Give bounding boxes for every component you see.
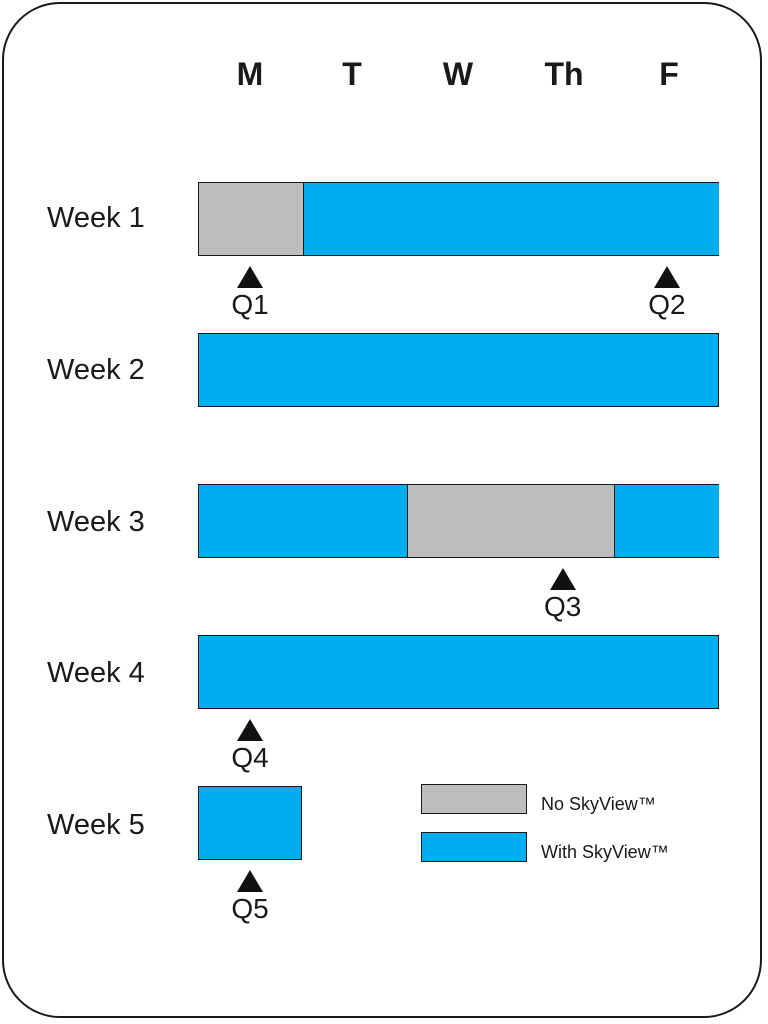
week-label-3: Week 3 <box>47 506 145 538</box>
week-1-segment-no-skyview <box>199 183 303 255</box>
week-1-segment-with-skyview <box>302 183 719 255</box>
question-label: Q4 <box>231 742 269 773</box>
week-label-4: Week 4 <box>47 657 145 689</box>
question-marker-q4: Q4 <box>220 719 280 773</box>
question-label: Q5 <box>231 893 269 924</box>
triangle-marker-icon <box>653 266 680 288</box>
week-label-2: Week 2 <box>47 354 145 386</box>
question-marker-q3: Q3 <box>533 568 593 622</box>
question-label: Q1 <box>231 289 269 320</box>
triangle-marker-icon <box>237 266 264 288</box>
day-header-thursday: Th <box>544 56 584 92</box>
week-bar-3 <box>198 484 719 558</box>
week-bar-2 <box>198 333 719 407</box>
triangle-marker-icon <box>237 719 264 741</box>
day-header-friday: F <box>659 56 679 92</box>
legend-swatch-no-skyview <box>421 784 527 814</box>
triangle-marker-icon <box>237 870 264 892</box>
question-marker-q1: Q1 <box>220 266 280 320</box>
legend-swatch-with-skyview <box>421 832 527 862</box>
legend-label-with-skyview: With SkyView™ <box>541 842 669 862</box>
question-label: Q3 <box>544 591 582 622</box>
week-3-segment-with-skyview <box>614 485 719 557</box>
day-header-wednesday: W <box>442 56 474 92</box>
week-bar-1 <box>198 182 719 256</box>
week-2-segment-with-skyview <box>199 334 718 406</box>
question-label: Q2 <box>648 289 686 320</box>
day-header-tuesday: T <box>342 56 362 92</box>
week-3-segment-no-skyview <box>406 485 616 557</box>
day-header-monday: M <box>236 56 264 92</box>
week-bar-5 <box>198 786 303 860</box>
week-5-segment-with-skyview <box>199 787 302 859</box>
legend-label-no-skyview: No SkyView™ <box>541 794 656 814</box>
week-4-segment-with-skyview <box>199 636 718 708</box>
week-label-1: Week 1 <box>47 202 145 234</box>
week-bar-4 <box>198 635 719 709</box>
question-marker-q2: Q2 <box>637 266 697 320</box>
week-3-segment-with-skyview <box>199 485 407 557</box>
week-label-5: Week 5 <box>47 809 145 841</box>
triangle-marker-icon <box>549 568 576 590</box>
question-marker-q5: Q5 <box>220 870 280 924</box>
